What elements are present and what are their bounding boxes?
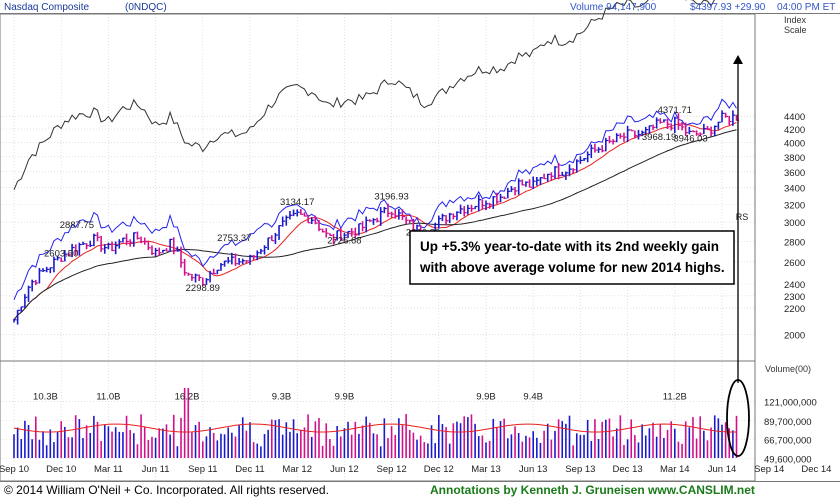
price-tick-label: 3800	[784, 153, 805, 164]
header-price: $4397.93 +29.90	[690, 2, 766, 13]
x-tick-label: Mar 13	[471, 464, 501, 475]
volume-point-label: 9.3B	[272, 392, 292, 403]
price-tick-label: 2400	[784, 280, 805, 291]
x-tick-label: Dec 12	[424, 464, 454, 475]
sp500-line	[13, 0, 715, 190]
x-tick-label: Jun 14	[708, 464, 737, 475]
price-tick-label: 2800	[784, 237, 805, 248]
price-tick-label: 4400	[784, 112, 805, 123]
volume-axis-label: Volume(00)	[765, 364, 811, 374]
volume-point-label: 11.0B	[96, 392, 120, 403]
volume-point-label: 9.9B	[335, 392, 355, 403]
x-tick-label: Sep 12	[377, 464, 407, 475]
price-point-label: 2603.50	[44, 248, 78, 259]
price-tick-label: 2000	[784, 330, 805, 341]
annotation-box: Up +5.3% year-to-date with its 2nd weekl…	[409, 230, 735, 285]
volume-tick-label: 49,600,000	[764, 455, 812, 466]
footer-annotations: Annotations by Kenneth J. Gruneisen www.…	[430, 483, 755, 497]
footer-copyright: © 2014 William O'Neil + Co. Incorporated…	[4, 483, 329, 497]
scale-label-scale: Scale	[784, 25, 807, 35]
index-symbol: (0NDQC)	[125, 2, 167, 13]
annotation-line-2: with above average volume for new 2014 h…	[419, 260, 725, 275]
price-tick-label: 3600	[784, 168, 805, 179]
price-tick-label: 3400	[784, 184, 805, 195]
volume-point-label: 11.2B	[663, 392, 687, 403]
price-point-label: 2753.37	[217, 233, 251, 244]
volume-bars	[13, 388, 738, 458]
header-time: 04:00 PM ET	[777, 2, 835, 13]
price-tick-label: 4000	[784, 139, 805, 150]
x-tick-label: Dec 13	[613, 464, 643, 475]
volume-highlight-ellipse	[726, 379, 750, 457]
price-tick-label: 2300	[784, 292, 805, 303]
x-tick-label: Jun 13	[519, 464, 548, 475]
price-tick-label: 3200	[784, 200, 805, 211]
scale-label-index: Index	[784, 15, 807, 25]
moving-average-40-week	[13, 129, 737, 321]
x-tick-label: Sep 11	[188, 464, 217, 475]
volume-point-label: 9.9B	[476, 392, 496, 403]
index-name: Nasdaq Composite	[4, 2, 89, 13]
price-point-label: 3196.93	[374, 192, 408, 203]
volume-tick-label: 121,000,000	[764, 398, 817, 409]
volume-average-line	[13, 423, 737, 433]
x-tick-label: Dec 14	[801, 464, 831, 475]
x-tick-label: Mar 14	[660, 464, 690, 475]
price-tick-label: 2600	[784, 258, 805, 269]
x-tick-label: Sep 14	[754, 464, 784, 475]
x-tick-label: Sep 13	[565, 464, 595, 475]
x-tick-label: Mar 12	[282, 464, 312, 475]
chart-labels: S&P 500RS2887.752603.502298.892753.37313…	[33, 105, 749, 403]
volume-tick-label: 89,700,000	[764, 417, 812, 428]
price-point-label: 3968.19	[642, 132, 676, 143]
volume-point-label: 10.3B	[33, 392, 58, 403]
volume-point-label: 16.2B	[175, 392, 200, 403]
price-tick-label: 3000	[784, 218, 805, 229]
annotation-arrow	[733, 55, 743, 383]
price-point-label: 2726.68	[327, 236, 361, 247]
x-tick-label: Sep 10	[0, 464, 29, 475]
x-tick-label: Mar 11	[94, 464, 123, 475]
price-point-label: 2298.89	[186, 283, 220, 294]
x-tick-label: Jun 11	[142, 464, 170, 475]
x-tick-label: Dec 10	[46, 464, 76, 475]
price-point-label: 3946.03	[673, 133, 707, 144]
volume-average	[13, 423, 737, 433]
price-point-label: 2887.75	[60, 220, 94, 231]
x-tick-label: Jun 12	[330, 464, 359, 475]
price-point-label: 3134.17	[280, 197, 314, 208]
volume-tick-label: 66,700,000	[764, 436, 812, 447]
header-volume: Volume 94,147,900	[570, 2, 657, 13]
price-bars	[13, 110, 740, 325]
price-tick-label: 2200	[784, 304, 805, 315]
price-tick-label: 4200	[784, 125, 805, 136]
rs-line	[13, 98, 737, 300]
price-point-label: 4371.71	[658, 105, 692, 116]
annotation-line-1: Up +5.3% year-to-date with its 2nd weekl…	[420, 239, 719, 254]
rs-label: RS	[736, 212, 749, 222]
x-tick-label: Dec 11	[235, 464, 264, 475]
volume-point-label: 9.4B	[523, 392, 543, 403]
